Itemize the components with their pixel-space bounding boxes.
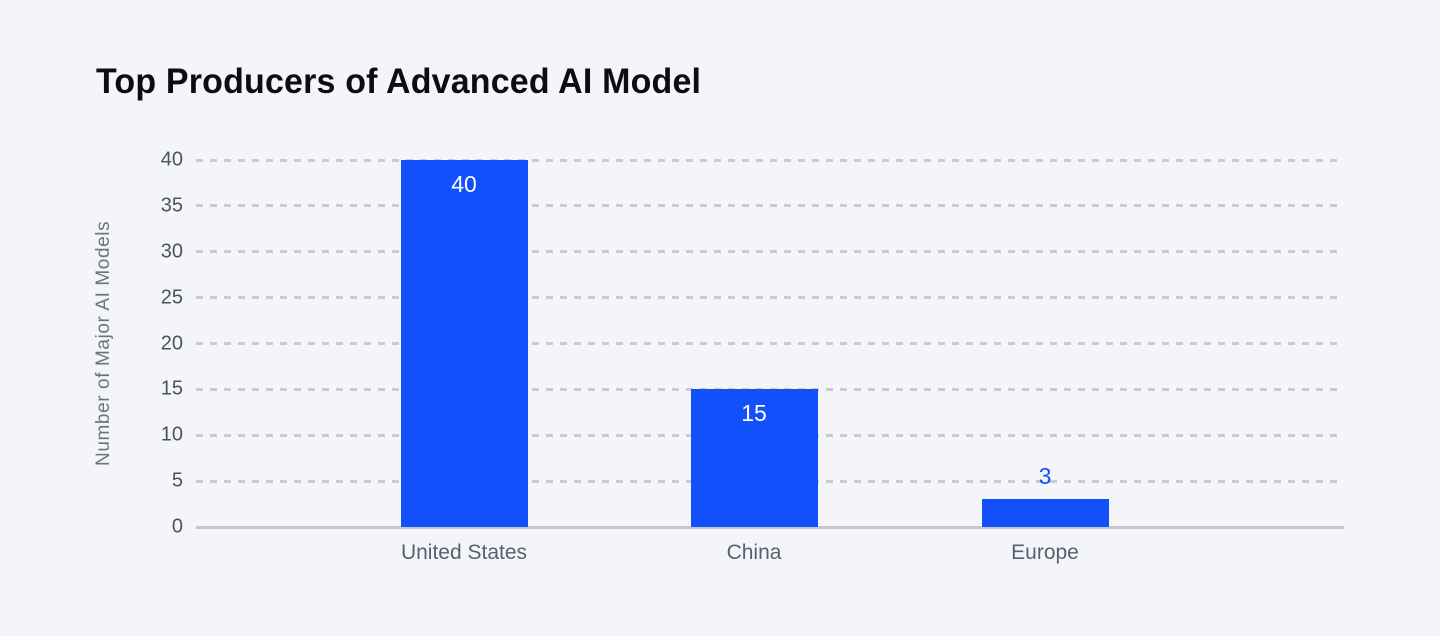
y-tick-label: 20 (160, 332, 183, 354)
x-category-label: China (726, 541, 782, 564)
y-axis-title: Number of Major AI Models (93, 220, 114, 467)
y-tick-label: 5 (171, 469, 183, 492)
plot-area: 0 5 10 15 20 25 30 35 40 40 United States 15 China 3 E… (161, 149, 1344, 564)
y-tick-label: 0 (171, 515, 183, 538)
y-tick-label: 35 (160, 194, 183, 217)
y-tick-label: 40 (160, 148, 183, 171)
bar-united-states[interactable]: 40 (400, 160, 528, 527)
gridline (196, 296, 1344, 300)
bar-europe[interactable]: 3 (981, 463, 1109, 527)
bar-china[interactable]: 15 (690, 389, 818, 527)
gridline (196, 204, 1344, 208)
gridline (196, 158, 1344, 162)
y-tick-label: 15 (160, 377, 183, 400)
y-tick-label: 30 (160, 240, 183, 263)
bar-value-label: 3 (1038, 463, 1052, 490)
bar-value-label: 40 (451, 171, 477, 197)
gridline (196, 250, 1344, 254)
y-tick-label: 10 (160, 423, 183, 446)
x-category-label: Europe (1011, 541, 1079, 564)
chart-title: Top Producers of Advanced AI Model (96, 62, 702, 101)
bar-value-label: 15 (741, 400, 767, 427)
gridline (196, 342, 1344, 345)
x-axis-line (196, 525, 1344, 529)
y-tick-label: 25 (160, 286, 183, 309)
x-category-label: United States (400, 541, 528, 564)
